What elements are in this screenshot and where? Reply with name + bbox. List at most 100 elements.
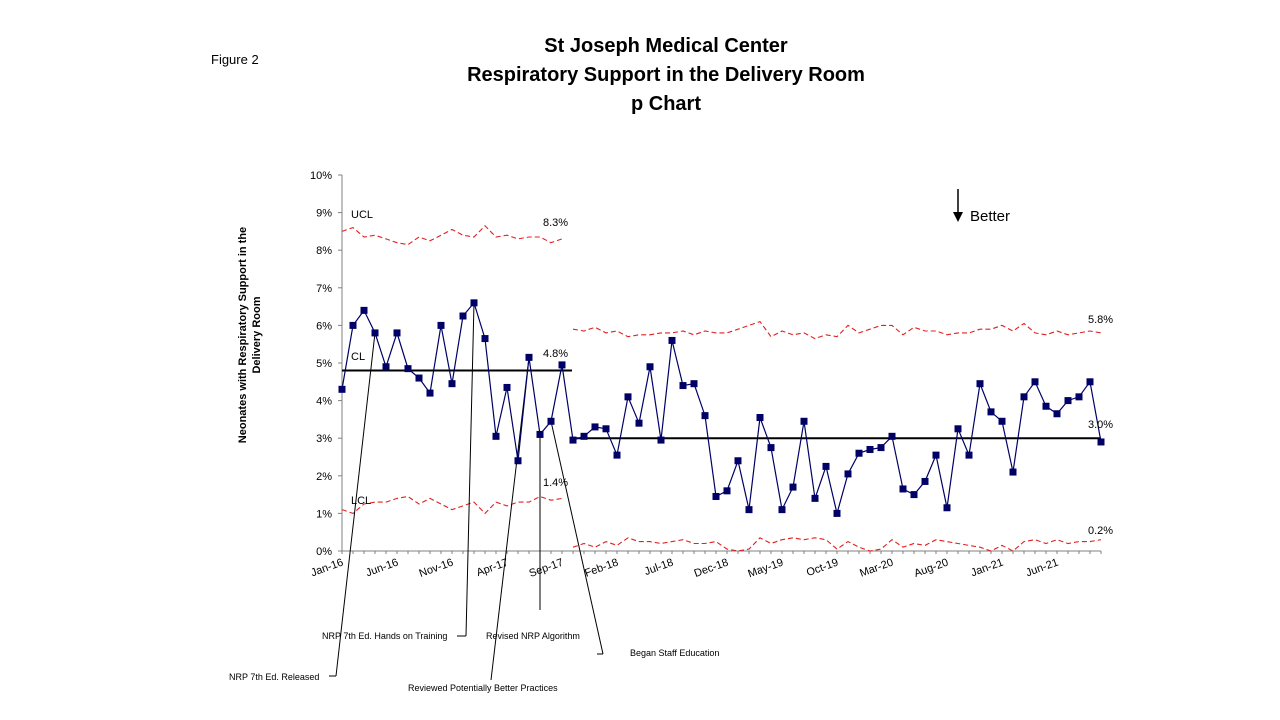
- title-line-2: Respiratory Support in the Delivery Room: [467, 64, 865, 86]
- data-point: [338, 385, 346, 393]
- lcl-value-1: 1.4%: [543, 477, 568, 489]
- data-point: [1053, 410, 1061, 418]
- lcl-label: LCL: [351, 495, 371, 507]
- y-tick-label: 8%: [316, 245, 332, 257]
- x-tick-label: Jan-16: [309, 557, 345, 580]
- better-arrow-icon: [953, 212, 963, 222]
- data-point: [1086, 378, 1094, 386]
- data-point: [778, 506, 786, 514]
- data-point: [899, 485, 907, 493]
- data-point: [855, 449, 863, 457]
- y-tick-label: 4%: [316, 396, 332, 408]
- chart-title: St Joseph Medical Center Respiratory Sup…: [366, 32, 966, 119]
- data-point: [1064, 397, 1072, 405]
- data-point: [943, 504, 951, 512]
- y-tick-label: 7%: [316, 283, 332, 295]
- data-point: [800, 417, 808, 425]
- x-tick-label: Nov-16: [418, 557, 455, 580]
- annotation-leader: [490, 357, 530, 681]
- data-point: [767, 444, 775, 452]
- data-point: [745, 506, 753, 514]
- x-tick-label: Jan-21: [969, 557, 1005, 580]
- data-point: [668, 336, 676, 344]
- x-tick-label: Mar-20: [858, 557, 895, 580]
- annotation-leader: [550, 421, 604, 655]
- x-tick-label: Aug-20: [913, 557, 950, 580]
- data-point: [844, 470, 852, 478]
- data-point: [1075, 393, 1083, 401]
- ucl-label: UCL: [351, 209, 373, 221]
- data-point: [514, 457, 522, 465]
- data-point: [921, 477, 929, 485]
- y-tick-label: 6%: [316, 320, 332, 332]
- data-point: [657, 436, 665, 444]
- data-point: [1020, 393, 1028, 401]
- lcl-line: [341, 495, 563, 515]
- cl-label: CL: [351, 351, 365, 363]
- data-point: [470, 299, 478, 307]
- data-point: [910, 491, 918, 499]
- data-point: [998, 417, 1006, 425]
- data-point: [624, 393, 632, 401]
- lcl-value-2: 0.2%: [1088, 525, 1113, 537]
- data-point: [360, 306, 368, 314]
- data-point: [492, 432, 500, 440]
- ucl-line: [341, 225, 563, 246]
- annotation-label: Revised NRP Algorithm: [486, 631, 580, 641]
- data-point: [833, 509, 841, 517]
- data-point: [426, 389, 434, 397]
- data-point: [437, 321, 445, 329]
- annotation-label: NRP 7th Ed. Released: [229, 672, 319, 682]
- data-point: [1042, 402, 1050, 410]
- data-point: [371, 329, 379, 337]
- data-point: [448, 380, 456, 388]
- data-point: [690, 380, 698, 388]
- data-point: [701, 412, 709, 420]
- y-tick-label: 10%: [310, 170, 332, 182]
- data-point: [602, 425, 610, 433]
- data-point: [569, 436, 577, 444]
- annotation-label: Reviewed Potentially Better Practices: [408, 683, 558, 693]
- x-tick-label: Jun-21: [1024, 557, 1060, 580]
- data-point: [932, 451, 940, 459]
- data-point: [613, 451, 621, 459]
- ucl-line: [572, 320, 1102, 340]
- annotation-label: NRP 7th Ed. Hands on Training: [322, 631, 447, 641]
- x-tick-label: Feb-18: [583, 557, 620, 580]
- data-point: [679, 382, 687, 390]
- lcl-line: [572, 537, 1102, 552]
- data-point: [646, 363, 654, 371]
- data-point: [976, 380, 984, 388]
- data-point: [591, 423, 599, 431]
- data-point: [536, 430, 544, 438]
- data-point: [866, 445, 874, 453]
- data-series-line: [341, 301, 1102, 514]
- x-tick-label: Sep-17: [528, 557, 565, 580]
- data-point: [580, 432, 588, 440]
- x-tick-label: Oct-19: [805, 557, 840, 580]
- data-point: [756, 414, 764, 422]
- better-label: Better: [970, 208, 1010, 225]
- ucl-value-2: 5.8%: [1088, 314, 1113, 326]
- data-point: [789, 483, 797, 491]
- data-point: [811, 494, 819, 502]
- figure-label: Figure 2: [211, 52, 259, 67]
- y-tick-label: 1%: [316, 508, 332, 520]
- annotation-label: Began Staff Education: [630, 648, 719, 658]
- cl-value-2: 3.0%: [1088, 419, 1113, 431]
- data-point: [888, 432, 896, 440]
- y-tick-label: 3%: [316, 433, 332, 445]
- title-line-1: St Joseph Medical Center: [544, 35, 788, 57]
- data-point: [1097, 438, 1105, 446]
- data-point: [1031, 378, 1039, 386]
- data-point: [349, 321, 357, 329]
- data-point: [822, 462, 830, 470]
- y-tick-label: 0%: [316, 546, 332, 558]
- data-point: [558, 361, 566, 369]
- ucl-value-1: 8.3%: [543, 217, 568, 229]
- data-point: [723, 487, 731, 495]
- cl-value-1: 4.8%: [543, 348, 568, 360]
- data-point: [635, 419, 643, 427]
- x-tick-label: Jul-18: [643, 557, 675, 579]
- data-point: [393, 329, 401, 337]
